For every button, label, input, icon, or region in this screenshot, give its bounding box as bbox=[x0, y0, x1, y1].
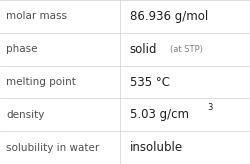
Text: solid: solid bbox=[130, 43, 157, 56]
Text: (at STP): (at STP) bbox=[170, 45, 203, 54]
Text: density: density bbox=[6, 110, 44, 120]
Text: 5.03 g/cm: 5.03 g/cm bbox=[130, 108, 188, 121]
Text: 86.936 g/mol: 86.936 g/mol bbox=[130, 10, 208, 23]
Text: molar mass: molar mass bbox=[6, 11, 67, 21]
Text: insoluble: insoluble bbox=[130, 141, 182, 154]
Text: melting point: melting point bbox=[6, 77, 76, 87]
Text: 535 °C: 535 °C bbox=[130, 75, 170, 89]
Text: 3: 3 bbox=[207, 103, 212, 112]
Text: solubility in water: solubility in water bbox=[6, 143, 100, 153]
Text: phase: phase bbox=[6, 44, 38, 54]
